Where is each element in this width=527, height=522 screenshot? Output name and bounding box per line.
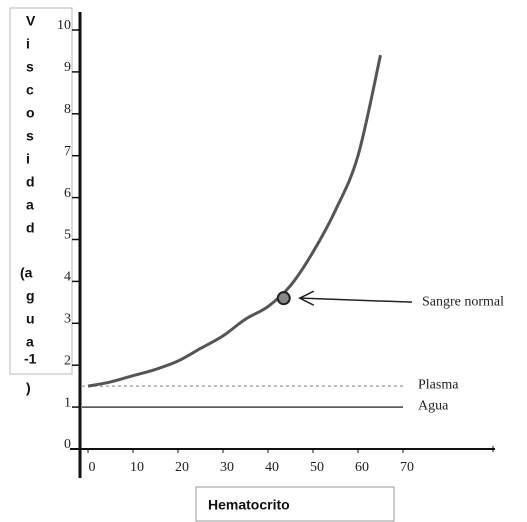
y-label-part: s	[26, 128, 34, 144]
y-label-part: o	[26, 105, 35, 121]
reference-label: Agua	[418, 398, 449, 413]
y-tick-label: 9	[64, 60, 71, 75]
y-label-part: s	[26, 59, 34, 75]
x-tick-label: 20	[175, 460, 189, 475]
y-label-part: a	[26, 334, 34, 350]
y-tick-label: 8	[64, 102, 71, 117]
y-tick-label: 3	[64, 312, 71, 327]
x-tick-label: 40	[265, 460, 279, 475]
y-label-part: (a	[20, 265, 33, 281]
x-tick-label: 0	[89, 460, 96, 475]
y-tick-label: 4	[64, 270, 71, 285]
y-label-part: g	[26, 288, 35, 304]
y-label-part: a	[26, 197, 34, 213]
normal-blood-point	[276, 291, 291, 306]
y-label-part: )	[26, 380, 31, 396]
point-label: Sangre normal	[422, 294, 504, 309]
y-tick-label: 5	[64, 228, 71, 243]
x-tick-label: 70	[400, 460, 414, 475]
x-label-box	[195, 486, 395, 522]
y-tick-label: 2	[64, 353, 71, 368]
x-tick-label: 10	[130, 460, 144, 475]
arrow-shaft	[301, 297, 413, 303]
y-label-part: d	[26, 174, 35, 190]
x-axis-label: Hematocrito	[208, 497, 290, 513]
y-label-box	[9, 7, 73, 375]
y-tick-label: 1	[64, 395, 71, 410]
x-tick-label: 60	[355, 460, 369, 475]
y-label-part: i	[26, 36, 30, 52]
x-tick-label: 30	[220, 460, 234, 475]
y-label-part: c	[26, 82, 34, 98]
arrow-head	[298, 290, 315, 306]
curve	[87, 54, 382, 388]
y-label-part: V	[26, 13, 36, 29]
y-tick-label: 6	[64, 186, 71, 201]
reference-label: Plasma	[418, 377, 459, 392]
x-tick-label: 50	[310, 460, 324, 475]
y-label-part: -1	[24, 351, 37, 367]
y-label-part: d	[26, 220, 35, 236]
y-tick-label: 7	[64, 144, 71, 159]
y-label-part: i	[26, 151, 30, 167]
y-label-part: u	[26, 311, 35, 327]
y-tick-label: 0	[64, 437, 71, 452]
y-tick-label: 10	[57, 18, 71, 33]
